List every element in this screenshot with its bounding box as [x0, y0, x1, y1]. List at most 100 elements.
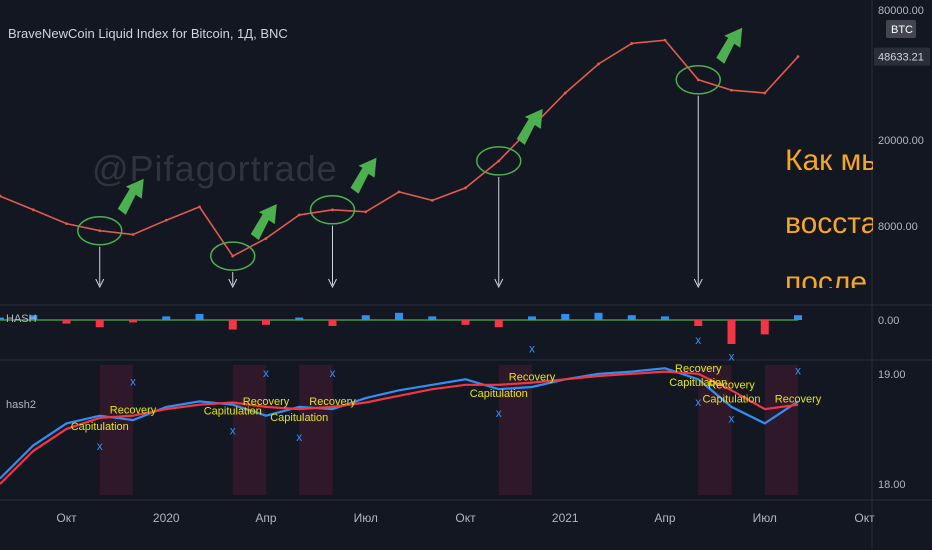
capitulation-label: Capitulation — [270, 412, 328, 424]
hash2-pane: hash2CapitulationxRecoveryxCapitulationx… — [0, 333, 822, 485]
price-tick-label: 8000.00 — [878, 221, 918, 233]
hash-bar — [428, 316, 437, 320]
up-arrow — [516, 108, 543, 145]
price-point — [198, 205, 201, 209]
x-tick-label: Апр — [654, 511, 676, 525]
cross-marker: x — [729, 411, 735, 425]
hash-bar — [794, 315, 802, 320]
cross-marker: x — [795, 364, 801, 378]
price-point — [31, 208, 35, 212]
hash-bar — [95, 320, 104, 328]
hash2-line-0 — [0, 367, 799, 480]
annotation-ellipse — [77, 215, 123, 246]
pointer-arrowhead — [328, 278, 337, 289]
cross-marker: x — [529, 342, 535, 356]
capitulation-label: Capitulation — [470, 388, 528, 400]
recovery-label: Recovery — [309, 396, 356, 408]
hash2-line-1 — [0, 370, 799, 485]
recovery-label: Recovery — [509, 372, 556, 384]
overlay-text-line1: Как мы л — [785, 144, 873, 177]
cross-marker: x — [695, 333, 701, 347]
hash-bar — [760, 320, 769, 335]
hash-bar — [361, 315, 370, 320]
capitulation-label: Capitulation — [702, 393, 760, 405]
pointer-arrowhead — [95, 278, 105, 289]
price-point — [563, 91, 567, 95]
recovery-label: Recovery — [775, 394, 822, 406]
symbol-badge: BTC — [891, 24, 913, 36]
watermark: @Pifagortrade — [92, 148, 338, 189]
x-tick-label: Окт — [455, 511, 476, 525]
hash2-tick-label: 18.00 — [878, 479, 906, 491]
x-tick-label: Окт — [56, 511, 77, 525]
capitulation-label: Capitulation — [71, 421, 129, 433]
pointer-arrowhead — [228, 278, 238, 289]
price-point — [796, 55, 800, 59]
x-tick-label: Июл — [354, 511, 378, 525]
annotation-ellipse — [210, 241, 256, 271]
annotation-ellipse — [476, 146, 522, 176]
up-arrow — [117, 178, 144, 215]
cross-marker: x — [330, 366, 336, 380]
cross-marker: x — [263, 366, 269, 380]
hash-bar — [29, 315, 38, 320]
price-point — [597, 62, 600, 66]
hash-bar — [661, 316, 669, 320]
price-point — [430, 199, 434, 202]
hash-bar — [461, 320, 470, 325]
capitulation-zone — [232, 365, 266, 495]
price-point — [464, 186, 467, 190]
pointer-arrowhead — [693, 278, 703, 289]
hash-bar — [262, 320, 270, 325]
capitulation-zone — [764, 365, 798, 495]
cross-marker: x — [695, 395, 701, 409]
price-point — [364, 210, 368, 214]
price-point — [763, 91, 767, 95]
up-arrow — [716, 27, 743, 64]
recovery-label: Recovery — [708, 379, 755, 391]
hash-tick-label: 0.00 — [878, 315, 899, 327]
hash-bar — [62, 320, 71, 324]
hash-bar — [0, 317, 4, 320]
price-point — [231, 254, 235, 258]
up-arrow — [250, 204, 277, 241]
hash-bar — [727, 320, 736, 344]
recovery-label: Recovery — [110, 405, 157, 417]
cross-marker: x — [496, 406, 502, 420]
hash-bar — [295, 317, 304, 320]
hash2-pane-label: hash2 — [6, 399, 36, 411]
price-point — [164, 218, 168, 222]
hash2-tick-label: 19.00 — [878, 369, 906, 381]
hash-bar — [594, 312, 603, 320]
annotation-ellipse — [309, 195, 356, 225]
last-value-box — [874, 47, 930, 66]
symbol-badge-box — [886, 20, 916, 38]
hash-bar — [129, 320, 137, 323]
up-arrow — [350, 157, 377, 194]
price-point — [297, 213, 301, 217]
price-point — [696, 78, 700, 82]
cross-marker: x — [97, 439, 103, 453]
price-point — [98, 229, 102, 233]
hash-bar — [195, 314, 204, 320]
hash-bar — [494, 320, 503, 328]
price-point — [730, 88, 733, 92]
hash-bar — [162, 316, 171, 320]
price-point — [630, 42, 634, 45]
hash-bar — [694, 320, 703, 326]
recovery-label: Recovery — [675, 363, 722, 375]
recovery-label: Recovery — [243, 396, 290, 408]
chart-title: BraveNewCoin Liquid Index for Bitcoin, 1… — [8, 26, 288, 41]
price-pane — [0, 27, 800, 289]
axis-layer: 80000.00 20000.00 8000.00 48633.21 BTC 0.00 19… — [56, 5, 930, 525]
capitulation-label: Capitulation — [669, 377, 727, 389]
price-point — [65, 222, 68, 226]
x-tick-label: Июл — [753, 511, 777, 525]
capitulation-zone — [299, 365, 333, 495]
hash-bar — [528, 316, 536, 320]
hash-bar — [228, 320, 237, 330]
capitulation-label: Capitulation — [204, 405, 262, 417]
last-value-label: 48633.21 — [878, 52, 924, 64]
hash-bar — [561, 314, 570, 320]
hash-pane: HASH — [0, 312, 802, 344]
